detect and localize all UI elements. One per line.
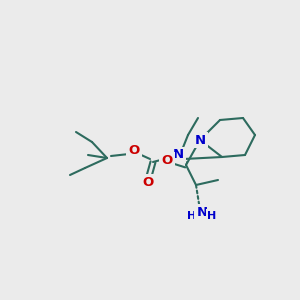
Text: H: H bbox=[207, 211, 217, 221]
Text: H: H bbox=[188, 211, 196, 221]
Text: N: N bbox=[172, 148, 184, 161]
Text: O: O bbox=[142, 176, 154, 188]
Text: N: N bbox=[196, 206, 208, 218]
Text: N: N bbox=[194, 134, 206, 146]
Text: O: O bbox=[161, 154, 172, 166]
Text: O: O bbox=[128, 145, 140, 158]
